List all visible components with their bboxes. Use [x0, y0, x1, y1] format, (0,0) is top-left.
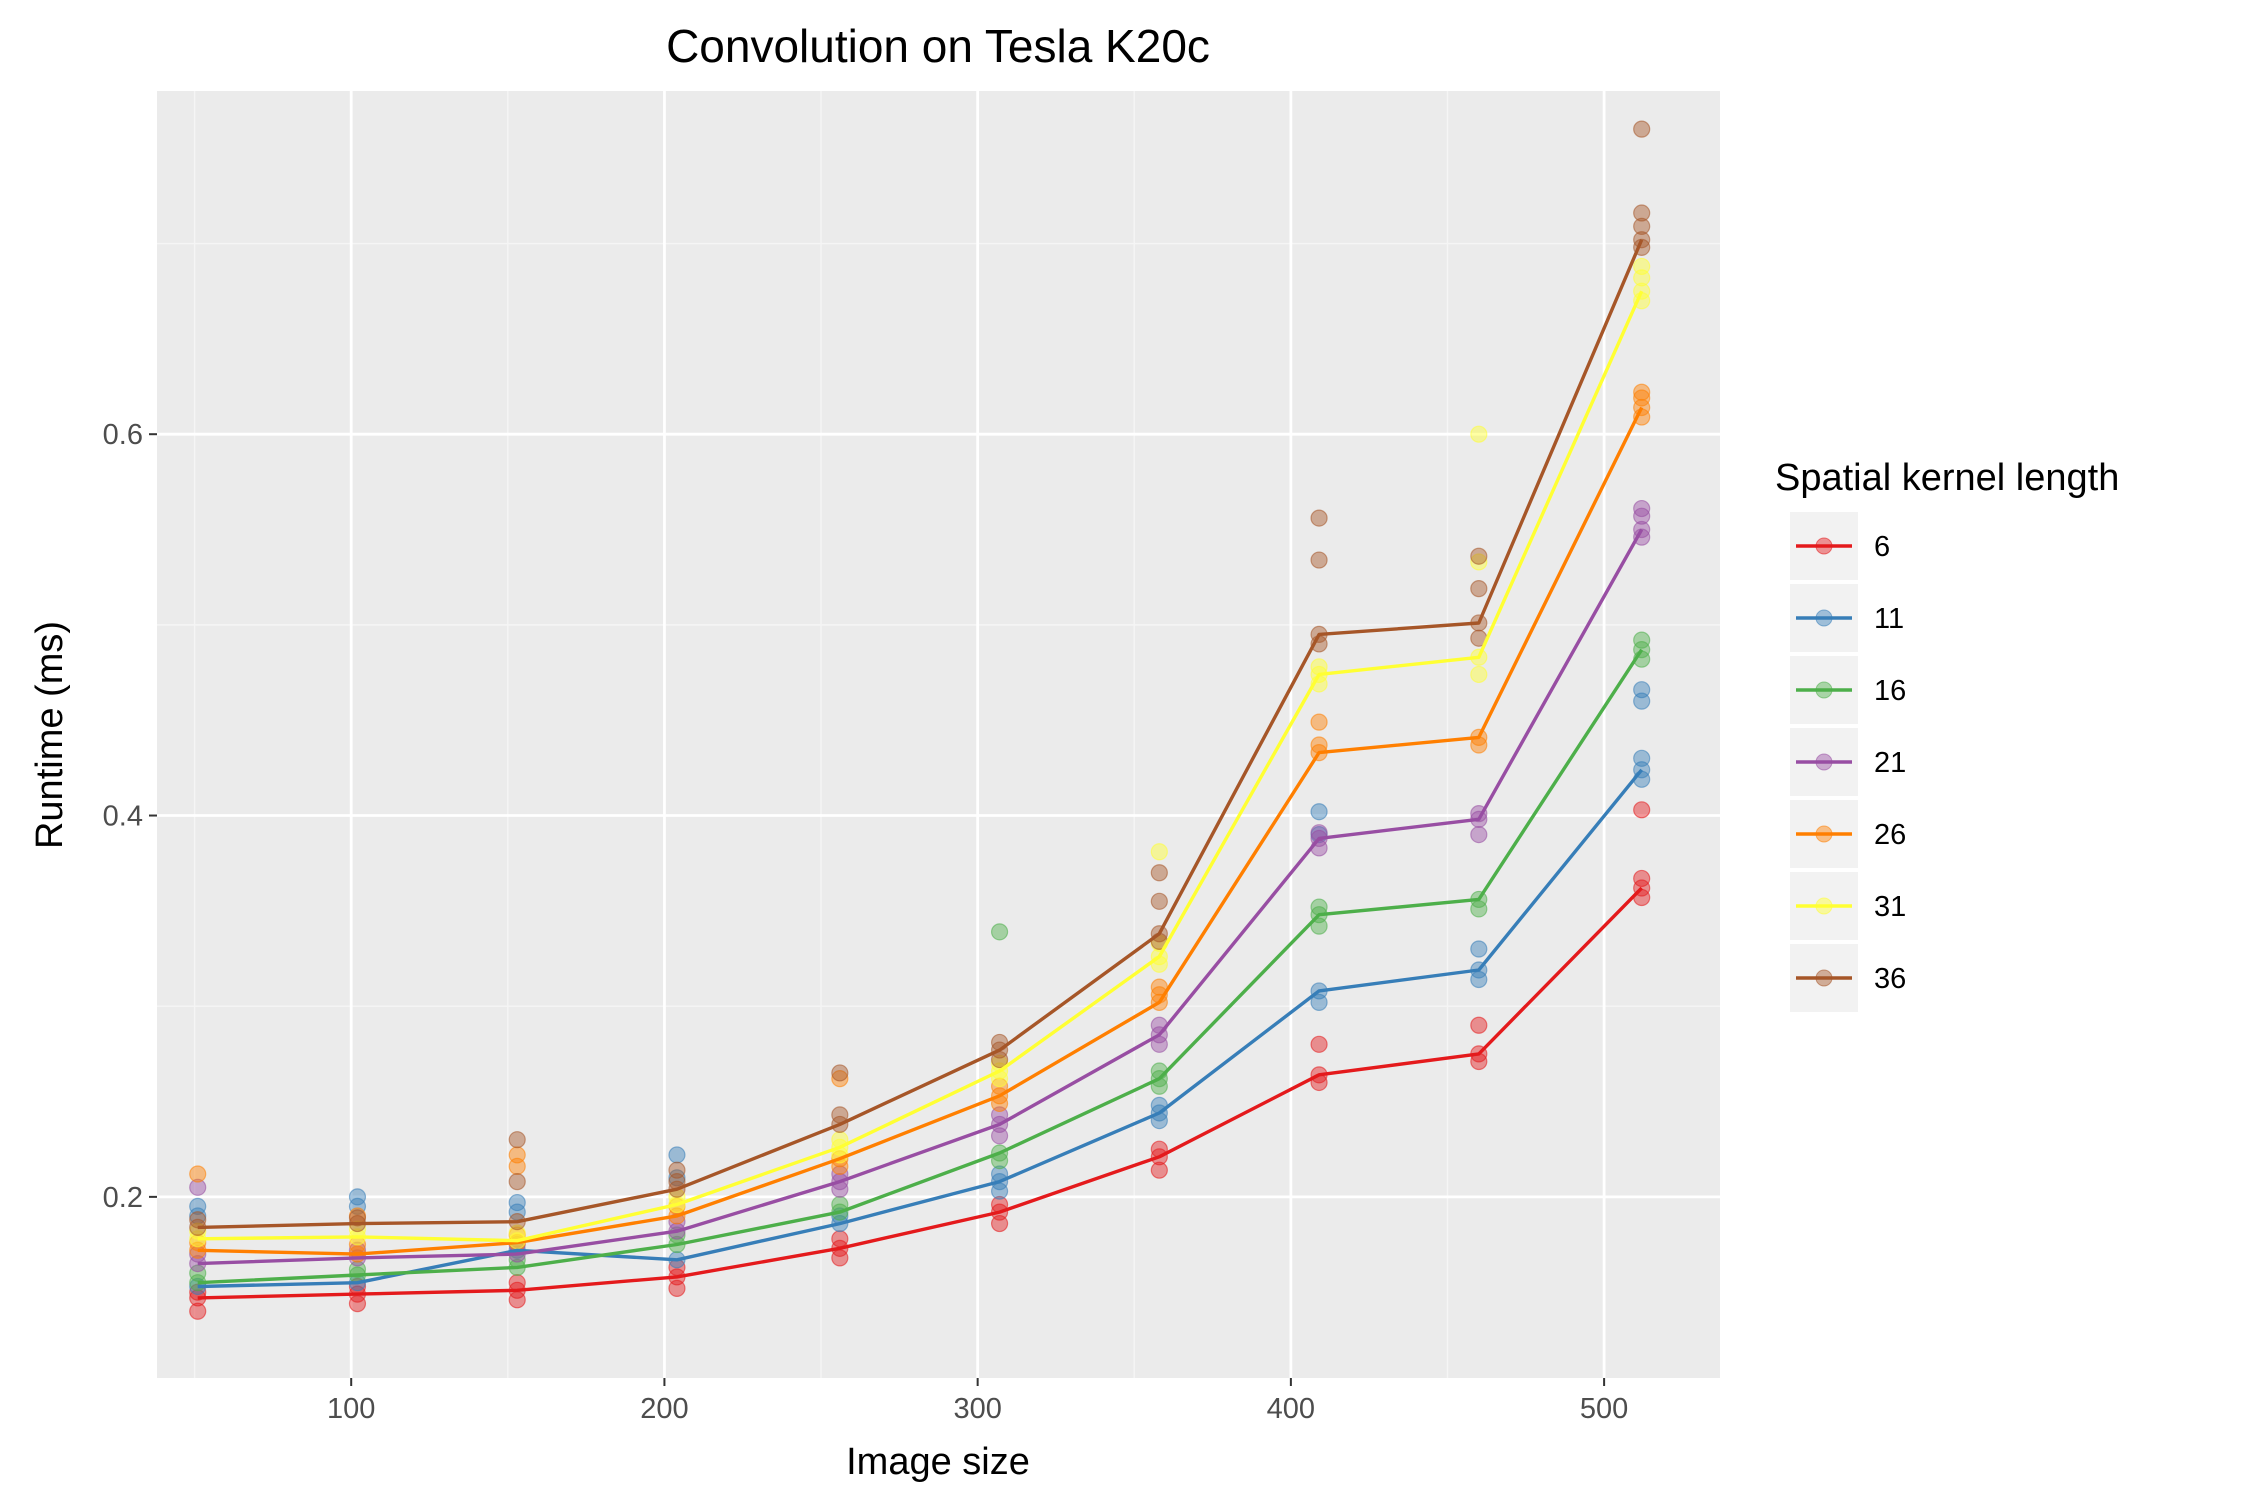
- data-point-16: [990, 923, 1009, 941]
- data-point-36: [1633, 204, 1651, 222]
- legend-label-36: 36: [1874, 963, 1906, 995]
- legend-item-11: 11: [1790, 584, 1904, 652]
- data-point-36: [831, 1064, 849, 1082]
- data-point-26: [189, 1165, 207, 1183]
- data-point-36: [508, 1131, 526, 1149]
- data-point-11: [1310, 803, 1328, 821]
- data-point-36: [1633, 217, 1651, 235]
- data-point-6: [1633, 869, 1651, 888]
- x-tick-label: 100: [327, 1393, 375, 1425]
- legend-label-16: 16: [1874, 675, 1906, 707]
- data-point-11: [668, 1146, 686, 1164]
- data-point-21: [189, 1178, 207, 1196]
- legend-key-point-26: [1815, 825, 1833, 843]
- data-point-31: [1470, 665, 1488, 684]
- data-point-6: [1310, 1035, 1328, 1053]
- series-lines: [197, 239, 1644, 1300]
- y-axis-label: Runtime (ms): [29, 621, 71, 849]
- series-line-6: [197, 886, 1643, 1300]
- data-point-36: [348, 1209, 367, 1227]
- series-line-31: [197, 290, 1644, 1243]
- legend-item-21: 21: [1790, 728, 1906, 796]
- series-line-21: [197, 528, 1644, 1266]
- x-tick-label: 200: [640, 1393, 688, 1425]
- data-point-6: [1470, 1016, 1488, 1034]
- data-point-6: [189, 1302, 207, 1320]
- legend-item-16: 16: [1790, 656, 1906, 724]
- legend-label-6: 6: [1874, 531, 1890, 563]
- data-point-36: [1150, 864, 1168, 882]
- y-tick-label: 0.4: [103, 801, 143, 833]
- data-point-36: [1470, 547, 1488, 565]
- legend-label-11: 11: [1874, 603, 1904, 635]
- legend-item-31: 31: [1790, 872, 1906, 940]
- data-point-11: [1633, 681, 1651, 699]
- data-point-36: [1150, 892, 1168, 910]
- legend-key-point-36: [1815, 969, 1833, 987]
- y-axis-ticks: 0.2 0.4 0.6: [103, 419, 157, 1214]
- data-point-26: [508, 1146, 526, 1164]
- data-point-36: [189, 1211, 207, 1229]
- legend-key-point-6: [1815, 537, 1833, 555]
- x-tick-label: 400: [1267, 1393, 1315, 1425]
- y-tick-label: 0.6: [103, 419, 143, 451]
- data-point-11: [508, 1193, 526, 1212]
- data-point-31: [1150, 843, 1168, 861]
- data-point-21: [1633, 499, 1651, 518]
- data-point-11: [1470, 940, 1488, 958]
- legend-item-36: 36: [1790, 944, 1906, 1012]
- plot-background: [157, 91, 1720, 1378]
- data-point-6: [1150, 1161, 1168, 1179]
- data-point-36: [1470, 580, 1488, 598]
- data-point-21: [1470, 825, 1488, 844]
- data-point-31: [1470, 553, 1488, 571]
- legend-item-6: 6: [1790, 512, 1890, 580]
- data-point-36: [508, 1173, 526, 1191]
- data-point-11: [348, 1188, 367, 1206]
- data-point-31: [1470, 425, 1488, 443]
- data-point-11: [1633, 749, 1651, 767]
- series-line-11: [197, 768, 1644, 1289]
- legend-title: Spatial kernel length: [1775, 457, 2119, 499]
- legend-key-point-11: [1815, 609, 1833, 627]
- data-point-36: [668, 1161, 686, 1179]
- data-point-26: [1633, 389, 1651, 407]
- legend-label-31: 31: [1874, 891, 1906, 923]
- chart-title: Convolution on Tesla K20c: [666, 20, 1210, 72]
- legend-item-26: 26: [1790, 800, 1906, 868]
- x-tick-label: 300: [953, 1393, 1001, 1425]
- legend-key-point-31: [1815, 897, 1833, 915]
- y-tick-label: 0.2: [103, 1182, 143, 1214]
- series-line-36: [197, 239, 1644, 1230]
- data-point-6: [831, 1230, 849, 1248]
- series-line-26: [197, 406, 1644, 1256]
- data-point-36: [1310, 551, 1328, 569]
- legend-items: 6 11 16 21 26 31 36: [1790, 512, 1906, 1012]
- data-point-26: [831, 1070, 849, 1088]
- data-point-11: [189, 1197, 207, 1216]
- data-point-26: [1310, 713, 1328, 731]
- x-tick-label: 500: [1580, 1393, 1628, 1425]
- data-point-26: [1633, 383, 1651, 401]
- legend-key-point-16: [1815, 681, 1833, 699]
- series-line-16: [197, 648, 1644, 1285]
- legend-label-21: 21: [1874, 747, 1906, 779]
- data-point-36: [1310, 509, 1328, 527]
- x-axis-label: Image size: [846, 1441, 1030, 1483]
- data-point-6: [1633, 801, 1651, 819]
- legend-label-26: 26: [1874, 819, 1906, 851]
- legend-key-point-21: [1815, 753, 1833, 771]
- data-point-31: [1633, 257, 1651, 276]
- data-point-16: [1633, 631, 1651, 649]
- legend: Spatial kernel length 6 11 16 21 26 31 36: [1775, 457, 2119, 1012]
- data-point-36: [1633, 120, 1651, 138]
- x-axis-ticks: 100 200 300 400 500: [327, 1378, 1628, 1425]
